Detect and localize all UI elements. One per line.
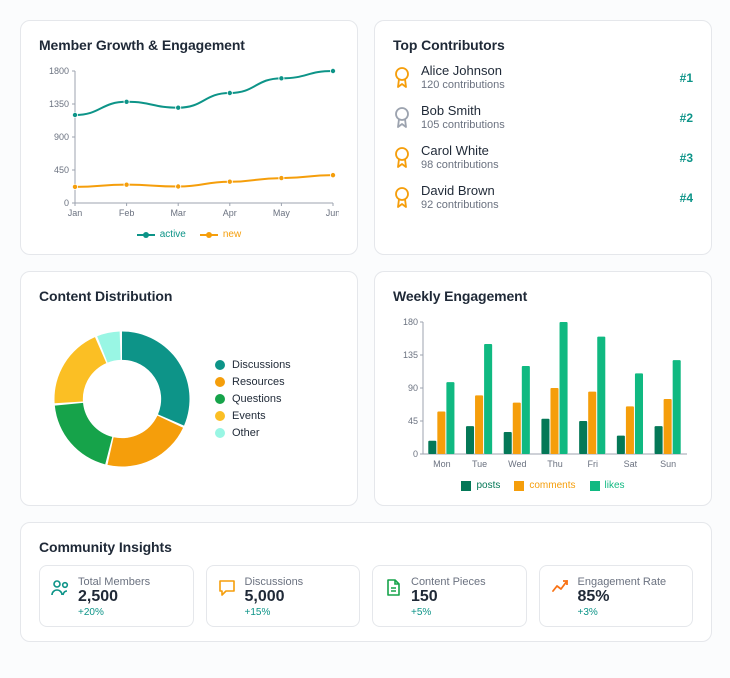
distribution-donut <box>47 324 197 474</box>
growth-chart: 0 450 900 1350 1800 Jan Feb Mar Apr May Jun <box>39 63 339 223</box>
distribution-title: Content Distribution <box>39 288 339 304</box>
dist-legend-item: Events <box>215 410 291 422</box>
legend-item-likes: likes <box>590 480 625 491</box>
stat-value: 5,000 <box>245 588 304 606</box>
svg-text:90: 90 <box>408 383 418 393</box>
stat-value: 2,500 <box>78 588 150 606</box>
stat-label: Content Pieces <box>411 576 486 588</box>
stat-label: Engagement Rate <box>578 576 667 588</box>
stat-card: Discussions5,000+15% <box>206 565 361 627</box>
stat-trend: +5% <box>411 607 486 618</box>
svg-text:135: 135 <box>403 350 418 360</box>
contributor-row: Alice Johnson120 contributions #1 <box>393 63 693 93</box>
growth-card: Member Growth & Engagement 0 450 900 1350 18… <box>20 20 358 255</box>
svg-text:1350: 1350 <box>49 99 69 109</box>
legend-item-posts: posts <box>461 480 500 491</box>
message-icon <box>217 577 237 597</box>
contributor-rank: #2 <box>680 111 693 125</box>
contributor-name: David Brown <box>421 183 670 199</box>
contributor-row: David Brown92 contributions #4 <box>393 183 693 213</box>
svg-text:Apr: Apr <box>223 208 237 218</box>
contributor-sub: 105 contributions <box>421 119 670 133</box>
dist-legend-item: Resources <box>215 376 291 388</box>
contributor-name: Alice Johnson <box>421 63 670 79</box>
distribution-legend: Discussions Resources Questions Events Other <box>215 359 291 439</box>
stat-value: 150 <box>411 588 486 606</box>
weekly-card: Weekly Engagement 0 45 90 135 180 Mon Tue Wed Th… <box>374 271 712 506</box>
svg-text:Tue: Tue <box>472 459 487 469</box>
award-icon <box>393 66 411 90</box>
svg-text:45: 45 <box>408 416 418 426</box>
svg-text:1800: 1800 <box>49 66 69 76</box>
weekly-chart: 0 45 90 135 180 Mon Tue Wed Thu Fri Sat Sun <box>393 314 693 474</box>
stat-trend: +20% <box>78 607 150 618</box>
contributor-name: Bob Smith <box>421 103 670 119</box>
contributor-rank: #4 <box>680 191 693 205</box>
svg-text:Sun: Sun <box>660 459 676 469</box>
svg-text:450: 450 <box>54 165 69 175</box>
dist-legend-item: Other <box>215 427 291 439</box>
award-icon <box>393 186 411 210</box>
award-icon <box>393 146 411 170</box>
svg-text:Jun: Jun <box>326 208 339 218</box>
stat-card: Total Members2,500+20% <box>39 565 194 627</box>
trend-icon <box>550 577 570 597</box>
contributor-rank: #3 <box>680 151 693 165</box>
svg-text:Wed: Wed <box>508 459 526 469</box>
contributor-name: Carol White <box>421 143 670 159</box>
insights-title: Community Insights <box>39 539 693 555</box>
svg-text:0: 0 <box>64 198 69 208</box>
growth-legend: active new <box>39 229 339 240</box>
stat-trend: +3% <box>578 607 667 618</box>
svg-text:0: 0 <box>413 449 418 459</box>
contributors-card: Top Contributors Alice Johnson120 contri… <box>374 20 712 255</box>
contributor-sub: 120 contributions <box>421 79 670 93</box>
contributor-rank: #1 <box>680 71 693 85</box>
contributor-sub: 92 contributions <box>421 199 670 213</box>
insights-card: Community Insights Total Members2,500+20… <box>20 522 712 642</box>
svg-text:Feb: Feb <box>119 208 135 218</box>
svg-text:Jan: Jan <box>68 208 83 218</box>
svg-text:900: 900 <box>54 132 69 142</box>
weekly-legend: posts comments likes <box>393 480 693 491</box>
stat-trend: +15% <box>245 607 304 618</box>
svg-text:Sat: Sat <box>624 459 638 469</box>
legend-item-new: new <box>200 229 241 240</box>
contributor-sub: 98 contributions <box>421 159 670 173</box>
svg-text:May: May <box>273 208 291 218</box>
dist-legend-item: Questions <box>215 393 291 405</box>
distribution-card: Content Distribution Discussions Resource… <box>20 271 358 506</box>
svg-text:Mon: Mon <box>433 459 451 469</box>
svg-text:Fri: Fri <box>587 459 598 469</box>
contributors-title: Top Contributors <box>393 37 693 53</box>
legend-item-comments: comments <box>514 480 575 491</box>
stat-label: Discussions <box>245 576 304 588</box>
users-icon <box>50 577 70 597</box>
insights-grid: Total Members2,500+20%Discussions5,000+1… <box>39 565 693 627</box>
legend-item-active: active <box>137 229 186 240</box>
svg-text:Thu: Thu <box>547 459 563 469</box>
weekly-title: Weekly Engagement <box>393 288 693 304</box>
contributor-row: Bob Smith105 contributions #2 <box>393 103 693 133</box>
stat-card: Content Pieces150+5% <box>372 565 527 627</box>
dist-legend-item: Discussions <box>215 359 291 371</box>
stat-card: Engagement Rate85%+3% <box>539 565 694 627</box>
contributors-list: Alice Johnson120 contributions #1 Bob Smit… <box>393 63 693 213</box>
stat-label: Total Members <box>78 576 150 588</box>
file-icon <box>383 577 403 597</box>
stat-value: 85% <box>578 588 667 606</box>
growth-title: Member Growth & Engagement <box>39 37 339 53</box>
svg-text:Mar: Mar <box>170 208 186 218</box>
svg-text:180: 180 <box>403 317 418 327</box>
award-icon <box>393 106 411 130</box>
contributor-row: Carol White98 contributions #3 <box>393 143 693 173</box>
